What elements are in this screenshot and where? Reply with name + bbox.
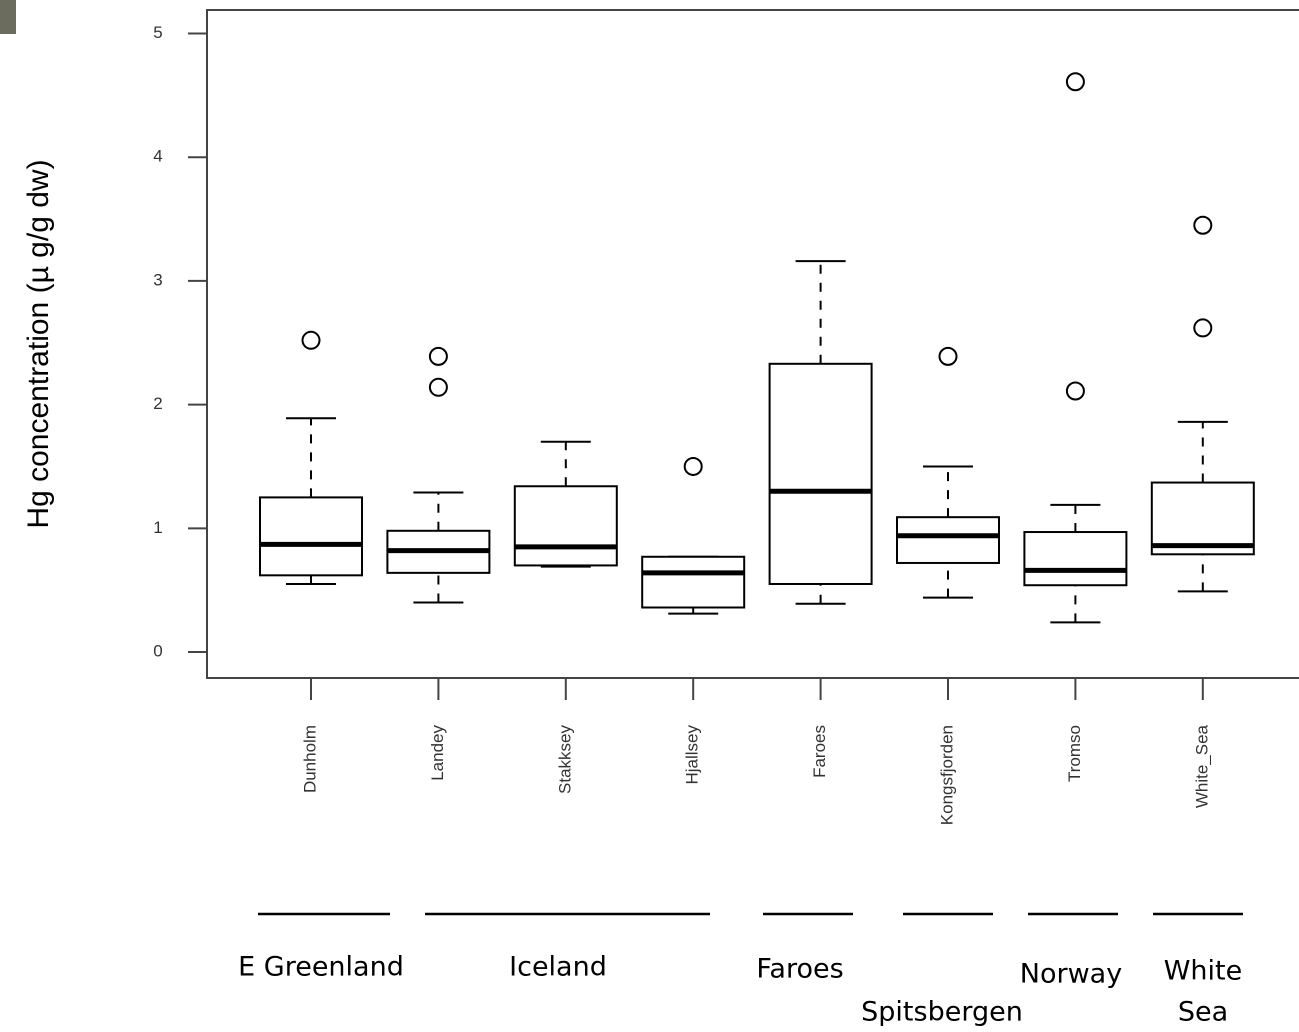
region-label: White — [1164, 956, 1243, 987]
x-tick-label: Kongsfjorden — [937, 725, 956, 825]
x-tick-label: Stakksey — [555, 725, 574, 794]
y-tick-label: 0 — [153, 642, 162, 661]
outlier — [683, 456, 703, 476]
outlier — [938, 346, 958, 366]
x-tick-label: Tromso — [1065, 725, 1084, 782]
box — [513, 485, 618, 567]
box — [768, 362, 873, 585]
box — [1023, 531, 1128, 587]
x-tick-label: Faroes — [810, 725, 829, 778]
box — [1150, 481, 1255, 556]
box — [641, 555, 746, 609]
box — [896, 516, 1000, 564]
region-label: Sea — [1178, 997, 1228, 1028]
outlier — [1065, 381, 1085, 401]
region-label: Norway — [1020, 959, 1122, 990]
plot-frame — [206, 9, 1299, 679]
y-tick-label: 4 — [153, 147, 162, 166]
outlier — [1193, 318, 1213, 338]
y-tick-label: 2 — [153, 394, 162, 413]
x-tick-label: White_Sea — [1192, 724, 1211, 808]
y-tick-label: 1 — [153, 518, 162, 537]
x-tick-label: Hjallsey — [683, 725, 702, 785]
y-tick-label: 3 — [153, 270, 162, 289]
y-tick-label: 5 — [153, 23, 162, 42]
outlier — [301, 330, 321, 350]
outlier — [1065, 72, 1085, 92]
region-label: Faroes — [756, 954, 843, 985]
corner-artifact — [0, 0, 16, 34]
x-tick-label: Dunholm — [300, 725, 319, 793]
x-tick-label: Landey — [428, 725, 447, 781]
outlier — [428, 377, 448, 397]
region-label: Spitsbergen — [861, 997, 1023, 1028]
outlier — [428, 346, 448, 366]
region-label: E Greenland — [238, 952, 404, 983]
region-label: Iceland — [509, 952, 607, 983]
y-axis-label: Hg concentration (µ g/g dw) — [22, 159, 55, 528]
outlier — [1193, 215, 1213, 235]
box — [259, 496, 363, 577]
